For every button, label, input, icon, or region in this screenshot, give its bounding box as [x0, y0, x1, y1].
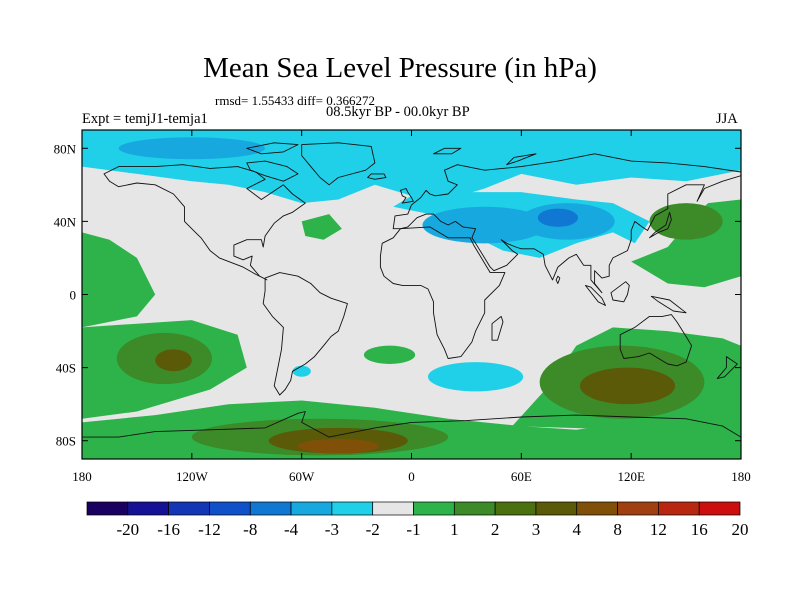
colorbar-swatch — [127, 501, 169, 516]
coastline-novaya-zemlya — [506, 153, 537, 166]
coastline-eurasia — [392, 153, 741, 294]
axes: 180 120W 60W 0 60E 120E 180 80N 40N 0 40S 80S — [54, 130, 751, 484]
stats-label: rmsd= 1.55433 diff= 0.366272 — [215, 93, 375, 108]
colorbar-label: -12 — [198, 520, 221, 539]
colorbar-swatch — [290, 501, 333, 516]
colorbar-swatch — [331, 501, 374, 516]
experiment-label: Expt = temjJ1-temja1 — [82, 111, 208, 127]
y-tick-label: 40N — [54, 214, 77, 229]
colorbar-label: 2 — [491, 520, 500, 539]
colorbar-label: 4 — [573, 520, 582, 539]
negative-centre-arctic — [118, 137, 266, 160]
coastline-baffin-island — [246, 160, 299, 182]
colorbar-label: -3 — [325, 520, 339, 539]
colorbar-label: 20 — [732, 520, 749, 539]
colorbar-label: 12 — [650, 520, 667, 539]
coastline-sumatra — [584, 284, 606, 306]
x-tick-label: 0 — [408, 469, 415, 484]
colorbar-label: -8 — [243, 520, 257, 539]
colorbar-swatch — [413, 501, 455, 516]
colorbar-label: -1 — [406, 520, 420, 539]
colorbar: -20 -16 -12 -8 -4 -3 -2 -1 1 2 3 4 8 12 16 20 — [86, 501, 749, 539]
colorbar-swatch — [453, 501, 496, 516]
x-tick-label: 120W — [176, 469, 209, 484]
coastline-australia — [619, 314, 693, 367]
coastline-greenland — [301, 142, 376, 186]
positive-region-tropical-pacific — [82, 232, 156, 328]
colorbar-swatch — [698, 501, 741, 516]
coastline-new-guinea — [650, 295, 687, 314]
colorbar-swatch — [658, 501, 700, 516]
colorbar-swatch — [168, 501, 210, 516]
period-label: 08.5kyr BP - 00.0kyr BP — [326, 104, 470, 120]
coastline-north-america — [103, 164, 306, 281]
positive-centre-antarctic-core — [298, 438, 379, 454]
map-title: Mean Sea Level Pressure (in hPa) — [203, 52, 597, 84]
colorbar-swatch — [372, 501, 414, 516]
coastline-new-zealand — [716, 356, 738, 380]
coastline-africa — [379, 226, 506, 359]
x-tick-label: 60E — [511, 469, 532, 484]
coastline-british-isles — [400, 188, 414, 204]
y-tick-label: 80S — [56, 434, 76, 449]
coastline-svalbard — [433, 147, 462, 155]
colorbar-label: -20 — [116, 520, 139, 539]
colorbar-label: -2 — [366, 520, 380, 539]
negative-centre-eurasia-west — [422, 206, 547, 244]
x-tick-label: 60W — [289, 469, 315, 484]
negative-region-south-atlantic-west — [292, 365, 311, 377]
positive-centre-south-indian-core — [579, 367, 676, 405]
x-tick-label: 120E — [617, 469, 645, 484]
x-tick-label: 180 — [72, 469, 92, 484]
season-label: JJA — [716, 111, 738, 127]
coastline-iceland — [367, 173, 387, 180]
coastline-antarctica — [82, 411, 741, 459]
coastline-sri-lanka — [555, 275, 561, 284]
colorbar-label: 8 — [613, 520, 622, 539]
colorbar-label: 16 — [691, 520, 708, 539]
colorbar-label: 1 — [450, 520, 459, 539]
plot-area — [82, 130, 741, 459]
y-tick-label: 80N — [54, 141, 77, 156]
colorbar-swatch — [209, 501, 251, 516]
y-tick-label: 0 — [70, 288, 77, 303]
colorbar-swatch — [535, 501, 578, 516]
positive-centre-nw-pacific — [649, 203, 723, 240]
coastline-south-america — [262, 272, 348, 396]
colorbar-swatch — [86, 501, 129, 516]
coastlines — [82, 142, 741, 459]
x-tick-label: 180 — [731, 469, 751, 484]
colorbar-swatch — [617, 501, 659, 516]
positive-region-south-atlantic — [363, 345, 416, 364]
coastline-ellesmere-island — [246, 142, 299, 155]
colorbar-label: 3 — [532, 520, 541, 539]
coastline-japan — [649, 211, 672, 239]
colorbar-label: -4 — [284, 520, 299, 539]
positive-region-atlantic-tropics — [301, 214, 342, 240]
coastline-borneo — [610, 281, 630, 303]
colorbar-label: -16 — [157, 520, 180, 539]
colorbar-swatch — [576, 501, 618, 516]
colorbar-swatch — [249, 501, 292, 516]
coastline-madagascar — [491, 315, 504, 341]
positive-centre-south-pacific-core — [155, 349, 192, 372]
negative-centre-eurasia-core — [537, 208, 579, 227]
negative-region-south-atlantic — [427, 362, 524, 392]
y-tick-label: 40S — [56, 361, 76, 376]
colorbar-swatch — [494, 501, 537, 516]
